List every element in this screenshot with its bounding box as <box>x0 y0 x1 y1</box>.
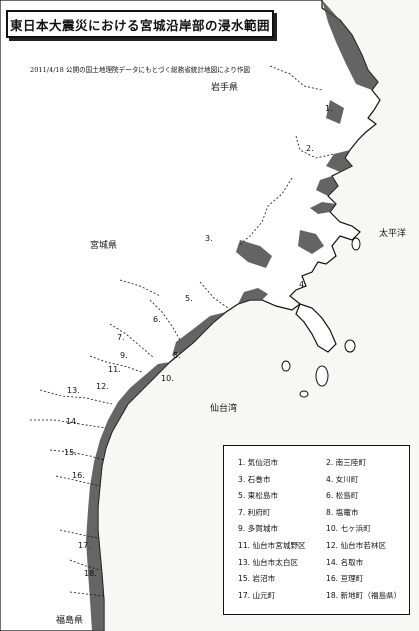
island <box>315 365 329 387</box>
legend-item: 3. 石巻市 <box>238 474 271 484</box>
legend-item: 16. 亘理町 <box>326 574 364 584</box>
area-number: 3. <box>205 234 213 243</box>
legend-item: 10. 七ヶ浜町 <box>326 524 371 534</box>
legend-item: 17. 山元町 <box>238 590 276 600</box>
area-number: 15. <box>64 448 77 457</box>
legend-item: 1. 気仙沼市 <box>238 458 279 467</box>
legend-item: 18. 新地町（福島県） <box>326 590 402 600</box>
label-miyagi: 宮城県 <box>90 241 118 251</box>
area-number: 18. <box>84 569 97 578</box>
area-number: 6. <box>153 315 161 324</box>
label-sendai-bay: 仙台湾 <box>210 404 238 414</box>
municipal-boundaries <box>30 65 335 597</box>
legend-item: 11. 仙台市宮城野区 <box>238 540 306 550</box>
label-pacific: 太平洋 <box>379 229 407 239</box>
flood-areas <box>86 0 378 631</box>
island <box>351 237 361 251</box>
legend-box: 1. 気仙沼市 2. 南三陸町 3. 石巻市 4. 女川町 5. 東松島市 6.… <box>223 445 410 615</box>
island <box>299 390 309 398</box>
area-number: 17. <box>78 541 91 550</box>
island <box>281 360 291 372</box>
area-number: 4. <box>299 280 307 289</box>
legend-item: 8. 塩竈市 <box>326 507 359 517</box>
legend-item: 4. 女川町 <box>326 474 359 484</box>
island <box>344 339 356 353</box>
label-iwate: 岩手県 <box>211 83 239 93</box>
legend-item: 7. 利府町 <box>238 507 271 517</box>
legend-item: 2. 南三陸町 <box>326 458 367 467</box>
legend-item: 9. 多賀城市 <box>238 524 279 534</box>
area-number: 9. <box>120 351 128 360</box>
legend-item: 6. 松島町 <box>326 491 359 501</box>
legend-item: 12. 仙台市若林区 <box>326 540 387 550</box>
area-number: 2. <box>306 144 314 153</box>
area-number: 13. <box>67 386 80 395</box>
legend-item: 15. 岩沼市 <box>238 574 276 584</box>
map-title-box: 東日本大震災における宮城沿岸部の浸水範囲 <box>6 10 274 38</box>
legend-item: 13. 仙台市太白区 <box>238 557 299 567</box>
area-number: 14. <box>66 417 79 426</box>
area-number: 7. <box>117 333 125 342</box>
legend-grid: 1. 気仙沼市 2. 南三陸町 3. 石巻市 4. 女川町 5. 東松島市 6.… <box>238 456 403 602</box>
area-number: 8. <box>173 351 181 360</box>
area-number: 11. <box>108 365 121 374</box>
map-title: 東日本大震災における宮城沿岸部の浸水範囲 <box>9 17 270 33</box>
area-number: 1. <box>325 104 333 113</box>
label-fukushima: 福島県 <box>56 616 84 626</box>
area-number: 5. <box>185 294 193 303</box>
area-number: 12. <box>96 382 109 391</box>
oshika-peninsula <box>295 303 337 353</box>
legend-item: 14. 名取市 <box>326 557 364 567</box>
legend-item: 5. 東松島市 <box>238 491 279 501</box>
map-subtitle: 2011/4/18 公開の国土地理院データにもとづく総務省統計地図により作図 <box>30 66 251 74</box>
area-number: 16. <box>72 471 85 480</box>
area-number: 10. <box>161 374 174 383</box>
